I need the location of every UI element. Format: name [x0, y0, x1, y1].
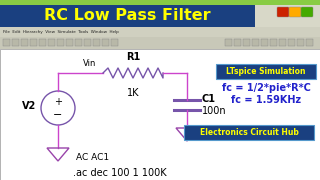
Text: File  Edit  Hierarchy  View  Simulate  Tools  Window  Help: File Edit Hierarchy View Simulate Tools …	[3, 30, 119, 34]
FancyBboxPatch shape	[288, 39, 295, 46]
FancyBboxPatch shape	[225, 39, 232, 46]
Text: −: −	[53, 110, 63, 120]
Text: RC Low Pass Filter: RC Low Pass Filter	[44, 8, 210, 24]
FancyBboxPatch shape	[277, 7, 289, 17]
FancyBboxPatch shape	[252, 39, 259, 46]
FancyBboxPatch shape	[0, 49, 320, 180]
FancyBboxPatch shape	[255, 5, 320, 27]
FancyBboxPatch shape	[297, 39, 304, 46]
Text: Vin: Vin	[83, 59, 96, 68]
Text: LTspice Simulation: LTspice Simulation	[226, 67, 306, 76]
FancyBboxPatch shape	[261, 39, 268, 46]
FancyBboxPatch shape	[0, 27, 320, 37]
FancyBboxPatch shape	[306, 39, 313, 46]
FancyBboxPatch shape	[0, 0, 320, 5]
FancyBboxPatch shape	[111, 39, 118, 46]
Text: fc = 1/2*pie*R*C: fc = 1/2*pie*R*C	[221, 83, 310, 93]
FancyBboxPatch shape	[39, 39, 46, 46]
FancyBboxPatch shape	[75, 39, 82, 46]
FancyBboxPatch shape	[93, 39, 100, 46]
Text: +: +	[54, 97, 62, 107]
FancyBboxPatch shape	[102, 39, 109, 46]
FancyBboxPatch shape	[270, 39, 277, 46]
Text: .ac dec 100 1 100K: .ac dec 100 1 100K	[73, 168, 167, 178]
FancyBboxPatch shape	[48, 39, 55, 46]
FancyBboxPatch shape	[3, 39, 10, 46]
Text: V2: V2	[22, 101, 36, 111]
FancyBboxPatch shape	[216, 64, 316, 79]
Text: Electronics Circuit Hub: Electronics Circuit Hub	[200, 128, 299, 137]
FancyBboxPatch shape	[0, 37, 320, 49]
FancyBboxPatch shape	[12, 39, 19, 46]
FancyBboxPatch shape	[84, 39, 91, 46]
Text: 100n: 100n	[202, 106, 227, 116]
FancyBboxPatch shape	[21, 39, 28, 46]
Text: R1: R1	[126, 52, 140, 62]
FancyBboxPatch shape	[66, 39, 73, 46]
Text: C1: C1	[202, 94, 216, 104]
FancyBboxPatch shape	[301, 7, 313, 17]
Text: AC AC1: AC AC1	[76, 154, 109, 163]
FancyBboxPatch shape	[234, 39, 241, 46]
FancyBboxPatch shape	[279, 39, 286, 46]
FancyBboxPatch shape	[30, 39, 37, 46]
FancyBboxPatch shape	[184, 125, 314, 140]
FancyBboxPatch shape	[0, 5, 255, 27]
FancyBboxPatch shape	[57, 39, 64, 46]
Text: 1K: 1K	[127, 88, 139, 98]
FancyBboxPatch shape	[289, 7, 301, 17]
Text: fc = 1.59KHz: fc = 1.59KHz	[231, 95, 301, 105]
FancyBboxPatch shape	[243, 39, 250, 46]
